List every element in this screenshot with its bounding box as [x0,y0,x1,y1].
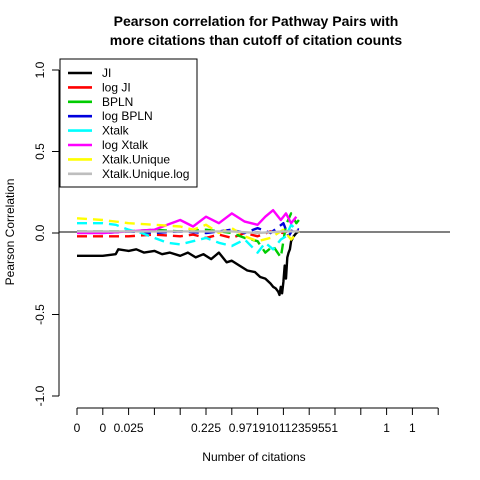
series-layer [76,208,300,297]
legend-label-log-bpln: log BPLN [102,109,153,123]
chart-title-line-1: Pearson correlation for Pathway Pairs wi… [114,13,399,29]
x-tick-label: 0.025 [114,421,144,435]
legend-label-xtalk: Xtalk [102,124,130,138]
legend-label-xtalk-unique: Xtalk.Unique [102,152,170,166]
y-tick-label: -0.5 [33,304,47,325]
y-axis: -1.0 -0.5 0.0 0.5 1.0 [33,61,60,406]
legend-label-log-ji: log JI [102,80,131,94]
series-line-log-xtalk [77,208,298,235]
legend-label-xtalk-unique-log: Xtalk.Unique.log [102,167,189,181]
y-tick-label: 0.5 [33,143,47,160]
x-axis: 0 0 0.025 0.225 0.971910112359551 1 1 [74,407,439,435]
y-tick-label: 1.0 [33,61,47,78]
x-tick-label: 0 [99,421,106,435]
x-tick-label: 1 [383,421,390,435]
series-line-xtalk-unique-log [77,230,299,235]
legend-label-log-xtalk: log Xtalk [102,138,149,152]
y-tick-label: -1.0 [33,385,47,406]
legend-label-bpln: BPLN [102,95,133,109]
legend-box [59,58,198,188]
x-tick-label: 1 [409,421,416,435]
x-tick-label: 0.225 [191,421,221,435]
y-axis-label: Pearson Correlation [3,179,17,286]
y-tick-label: 0.0 [33,224,47,241]
x-axis-label: Number of citations [202,450,305,464]
x-tick-label: 0 [74,421,81,435]
legend-label-ji: JI [102,66,111,80]
x-tick-label: 0.971910112359551 [229,421,339,435]
chart-title-line-2: more citations than cutoff of citation c… [110,32,403,48]
series-line-ji [77,230,300,297]
